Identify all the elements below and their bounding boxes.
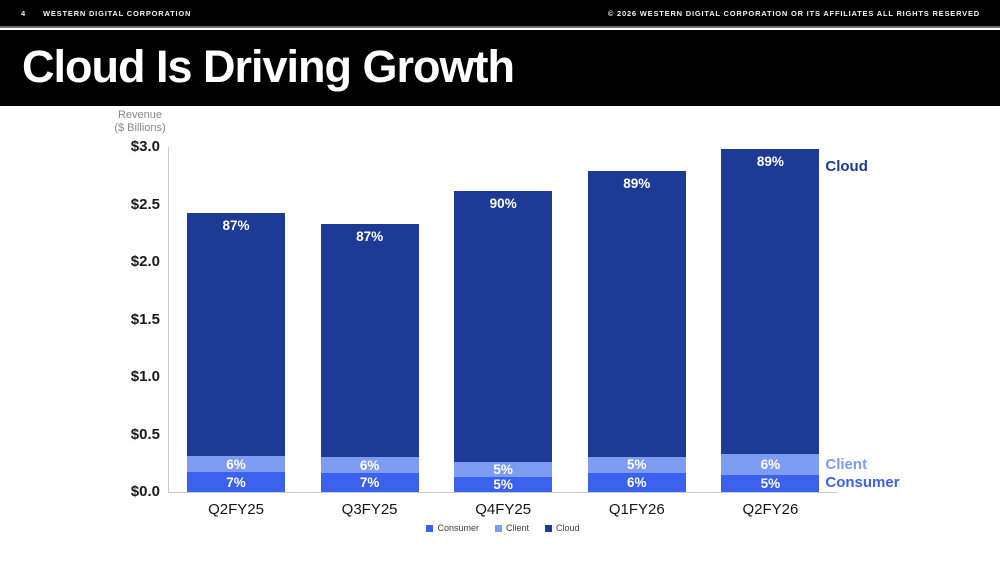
top-bar: 4 WESTERN DIGITAL CORPORATION © 2026 WES…	[0, 0, 1000, 28]
y-tick-label: $2.5	[130, 195, 160, 213]
bar-percent-label: 6%	[627, 474, 647, 490]
legend-swatch-client	[494, 524, 502, 532]
legend-label: Consumer	[437, 523, 479, 533]
copyright-notice: © 2026 WESTERN DIGITAL CORPORATION OR IT…	[607, 8, 980, 18]
chart-legend: Consumer Client Cloud	[168, 523, 838, 533]
x-axis-label: Q2FY26	[742, 501, 799, 518]
bar-segment-client: 5%	[454, 461, 553, 477]
bar-segment-consumer: 5%	[721, 474, 820, 492]
bar-percent-label: 5%	[760, 475, 781, 491]
y-tick-label: $2.0	[130, 253, 160, 270]
bar-percent-label: 5%	[627, 457, 647, 473]
right-label-cloud: Cloud	[825, 158, 868, 176]
title-band: Cloud Is Driving Growth	[0, 30, 1000, 106]
bar-segment-cloud: 87%	[187, 212, 285, 456]
bar-segment-cloud: 89%	[587, 171, 686, 457]
bar-segment-consumer: 5%	[454, 476, 553, 492]
legend-item: Client	[494, 523, 529, 533]
legend-swatch-consumer	[426, 524, 434, 532]
bar-percent-label: 7%	[359, 475, 380, 491]
y-tick-label: $0.5	[130, 425, 160, 443]
bar-percent-label: 89%	[623, 176, 651, 192]
right-label-client: Client	[825, 455, 868, 473]
legend-item: Cloud	[545, 523, 580, 533]
page-number: 4	[21, 8, 26, 18]
y-axis-title-line2: ($ Billions)	[114, 122, 166, 134]
y-tick-label: $1.0	[130, 368, 160, 385]
y-axis-title: Revenue ($ Billions)	[90, 109, 190, 135]
bar-percent-label: 5%	[493, 461, 513, 477]
x-axis-line	[168, 492, 838, 493]
bar-segment-client: 6%	[721, 454, 820, 475]
company-name: WESTERN DIGITAL CORPORATION	[42, 8, 192, 18]
bar-percent-label: 6%	[226, 456, 246, 472]
right-label-consumer: Consumer	[825, 474, 900, 492]
bar-segment-cloud: 87%	[320, 224, 419, 458]
bar-segment-client: 6%	[320, 457, 419, 474]
bar-percent-label: 87%	[356, 229, 384, 245]
bar-percent-label: 89%	[756, 154, 784, 170]
bar-segment-consumer: 7%	[187, 472, 285, 492]
x-axis-label: Q2FY25	[208, 501, 264, 518]
bar-segment-consumer: 7%	[320, 473, 419, 492]
y-axis-line	[168, 147, 169, 492]
top-bar-left: 4 WESTERN DIGITAL CORPORATION	[0, 9, 191, 18]
bar-percent-label: 90%	[489, 195, 517, 211]
y-axis-title-line1: Revenue	[117, 109, 163, 121]
legend-item: Consumer	[426, 523, 479, 533]
bar-segment-client: 5%	[587, 456, 686, 473]
bar-segment-cloud: 89%	[721, 149, 820, 455]
y-tick-label: $1.5	[130, 310, 160, 328]
bar-segment-consumer: 6%	[587, 472, 686, 492]
bar-segment-cloud: 90%	[454, 190, 553, 462]
x-axis-label: Q4FY25	[475, 501, 532, 518]
legend-swatch-cloud	[545, 524, 552, 532]
bar-percent-label: 5%	[493, 476, 513, 492]
legend-label: Client	[505, 523, 529, 533]
bar-percent-label: 6%	[760, 457, 781, 473]
bar-percent-label: 6%	[359, 457, 380, 473]
bar-percent-label: 87%	[222, 217, 250, 233]
y-tick-label: $0.0	[130, 483, 160, 500]
x-axis-label: Q1FY26	[608, 501, 665, 518]
legend-label: Cloud	[556, 523, 580, 533]
y-tick-label: $3.0	[130, 138, 160, 155]
slide-title: Cloud Is Driving Growth	[22, 41, 515, 92]
bar-percent-label: 7%	[226, 474, 246, 490]
bar-segment-client: 6%	[187, 455, 285, 473]
x-axis-label: Q3FY25	[341, 501, 398, 518]
